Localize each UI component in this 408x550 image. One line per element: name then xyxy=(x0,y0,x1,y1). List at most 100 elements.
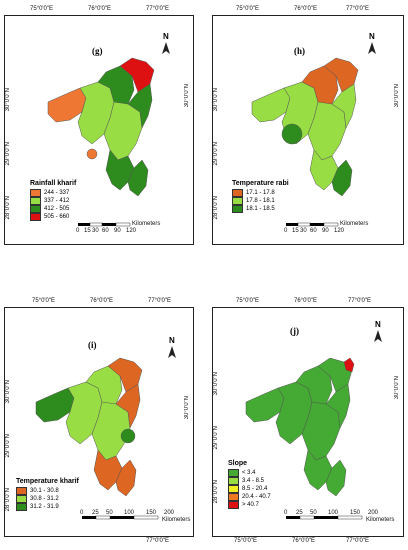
legend-label-j-2: 8.5 - 20.4 xyxy=(242,486,268,492)
scale-tick-h-5: 120 xyxy=(334,228,345,234)
legend-label-g-0: 244 - 337 xyxy=(44,190,70,196)
coord-top-j-2: 77°0'0"E xyxy=(348,298,372,304)
north-letter-j: N xyxy=(375,320,381,329)
coord-lat-j-0: 30°0'0"N xyxy=(213,372,219,396)
legend-label-j-0: < 3.4 xyxy=(242,470,256,476)
scale-tick-j-1: 25 xyxy=(296,510,303,516)
legend-swatch-j-3 xyxy=(228,493,239,501)
coord-top-j-1: 76°0'0"E xyxy=(294,298,318,304)
scale-tick-j-2: 50 xyxy=(310,510,317,516)
legend-label-j-3: 20.4 - 40.7 xyxy=(242,494,271,500)
legend-label-h-2: 18.1 - 18.5 xyxy=(246,206,275,212)
legend-title-h: Temperature rabi xyxy=(232,180,289,187)
scale-tick-i-1: 25 xyxy=(92,510,99,516)
legend-j: Slope < 3.4 3.4 - 8.5 8.5 - 20.4 20.4 - … xyxy=(228,460,271,509)
coord-lat-j-1: 29°0'0"N xyxy=(213,426,219,450)
coord-top-g-2: 77°0'0"E xyxy=(146,6,170,12)
scale-tick-j-4: 150 xyxy=(350,510,361,516)
coord-top-j-0: 75°0'0"E xyxy=(236,298,260,304)
scale-tick-h-4: 90 xyxy=(322,228,329,234)
legend-label-j-4: > 40.7 xyxy=(242,502,259,508)
coord-lat-h-2: 28°0'0"N xyxy=(213,196,219,220)
legend-title-g: Rainfall kharif xyxy=(30,180,77,187)
legend-label-i-0: 30.1 - 30.8 xyxy=(30,488,59,494)
coord-bottom-j-2: 77°0'0"E xyxy=(346,538,370,544)
scale-units-h: Kilometers xyxy=(340,221,369,227)
coord-lat-g-0: 30°0'0"N xyxy=(5,88,11,112)
scale-bar-g xyxy=(78,222,131,227)
coord-lat-h-0: 30°0'0"N xyxy=(213,88,219,112)
legend-g: Rainfall kharif 244 - 337 337 - 412 412 … xyxy=(30,180,76,221)
panel-label-h: (h) xyxy=(294,46,305,56)
north-arrow-g xyxy=(162,42,170,54)
coord-lat-j-r0: 30°0'0"N xyxy=(394,376,400,400)
scale-tick-h-3: 60 xyxy=(310,228,317,234)
legend-label-h-0: 17.1 - 17.8 xyxy=(246,190,275,196)
coord-lat-i-r0: 30°0'0"N xyxy=(184,396,190,420)
north-arrow-h xyxy=(368,42,376,54)
scale-tick-h-2: 30 xyxy=(300,228,307,234)
scale-tick-g-0: 0 xyxy=(76,228,80,234)
scale-tick-h-0: 0 xyxy=(284,228,288,234)
north-letter-g: N xyxy=(163,32,169,41)
legend-swatch-i-0 xyxy=(16,487,27,495)
scale-tick-i-2: 50 xyxy=(106,510,113,516)
legend-h: Temperature rabi 17.1 - 17.8 17.8 - 18.1… xyxy=(232,180,289,213)
legend-swatch-g-3 xyxy=(30,213,41,221)
legend-label-i-1: 30.8 - 31.2 xyxy=(30,496,59,502)
scale-tick-h-1: 15 xyxy=(292,228,299,234)
panel-label-i: (i) xyxy=(88,340,97,350)
legend-swatch-g-1 xyxy=(30,197,41,205)
coord-top-i-2: 77°0'0"E xyxy=(148,298,172,304)
coord-lat-g-r0: 30°0'0"N xyxy=(184,84,190,108)
coord-lat-g-2: 28°0'0"N xyxy=(5,196,11,220)
coord-top-g-0: 75°0'0"E xyxy=(30,6,54,12)
legend-label-g-2: 412 - 505 xyxy=(44,206,70,212)
legend-swatch-h-0 xyxy=(232,189,243,197)
legend-swatch-j-4 xyxy=(228,501,239,509)
scale-units-i: Kilometers xyxy=(162,517,191,523)
scale-tick-j-0: 0 xyxy=(284,510,288,516)
legend-label-g-1: 337 - 412 xyxy=(44,198,70,204)
coord-lat-j-2: 28°0'0"N xyxy=(213,480,219,504)
north-arrow-i xyxy=(168,346,176,358)
legend-label-h-1: 17.8 - 18.1 xyxy=(246,198,275,204)
scale-tick-i-3: 100 xyxy=(124,510,135,516)
scale-tick-g-4: 90 xyxy=(114,228,121,234)
scale-bar-i xyxy=(82,515,159,520)
legend-label-i-2: 31.2 - 31.9 xyxy=(30,504,59,510)
panel-label-g: (g) xyxy=(92,46,103,56)
scale-tick-i-4: 150 xyxy=(146,510,157,516)
coord-top-h-1: 76°0'0"E xyxy=(294,6,318,12)
coord-top-h-2: 77°0'0"E xyxy=(346,6,370,12)
map-h-regions xyxy=(251,57,359,197)
legend-swatch-g-0 xyxy=(30,189,41,197)
legend-label-g-3: 505 - 660 xyxy=(44,214,70,220)
north-letter-h: N xyxy=(369,32,375,41)
scale-tick-j-3: 100 xyxy=(328,510,339,516)
legend-swatch-i-1 xyxy=(16,495,27,503)
legend-swatch-h-2 xyxy=(232,205,243,213)
scale-tick-g-2: 30 xyxy=(92,228,99,234)
coord-top-i-0: 75°0'0"E xyxy=(32,298,56,304)
map-j-regions xyxy=(245,357,355,497)
coord-bottom-i-2: 77°0'0"E xyxy=(146,538,170,544)
scale-units-j: Kilometers xyxy=(366,517,395,523)
coord-top-i-1: 76°0'0"E xyxy=(90,298,114,304)
legend-swatch-j-2 xyxy=(228,485,239,493)
panel-label-j: (j) xyxy=(290,326,299,336)
map-i-regions xyxy=(35,357,143,497)
scale-tick-g-3: 60 xyxy=(102,228,109,234)
legend-swatch-i-2 xyxy=(16,503,27,511)
map-g-regions xyxy=(47,57,155,197)
legend-i: Temperature kharif 30.1 - 30.8 30.8 - 31… xyxy=(16,478,79,511)
coord-lat-g-1: 29°0'0"N xyxy=(5,142,11,166)
legend-swatch-j-1 xyxy=(228,477,239,485)
coord-bottom-j-0: 75°0'0"E xyxy=(234,538,258,544)
coord-lat-h-r0: 30°0'0"N xyxy=(394,84,400,108)
legend-label-j-1: 3.4 - 8.5 xyxy=(242,478,265,484)
scale-bar-h xyxy=(286,222,339,227)
scale-tick-i-0: 0 xyxy=(80,510,84,516)
coord-lat-h-1: 29°0'0"N xyxy=(213,142,219,166)
